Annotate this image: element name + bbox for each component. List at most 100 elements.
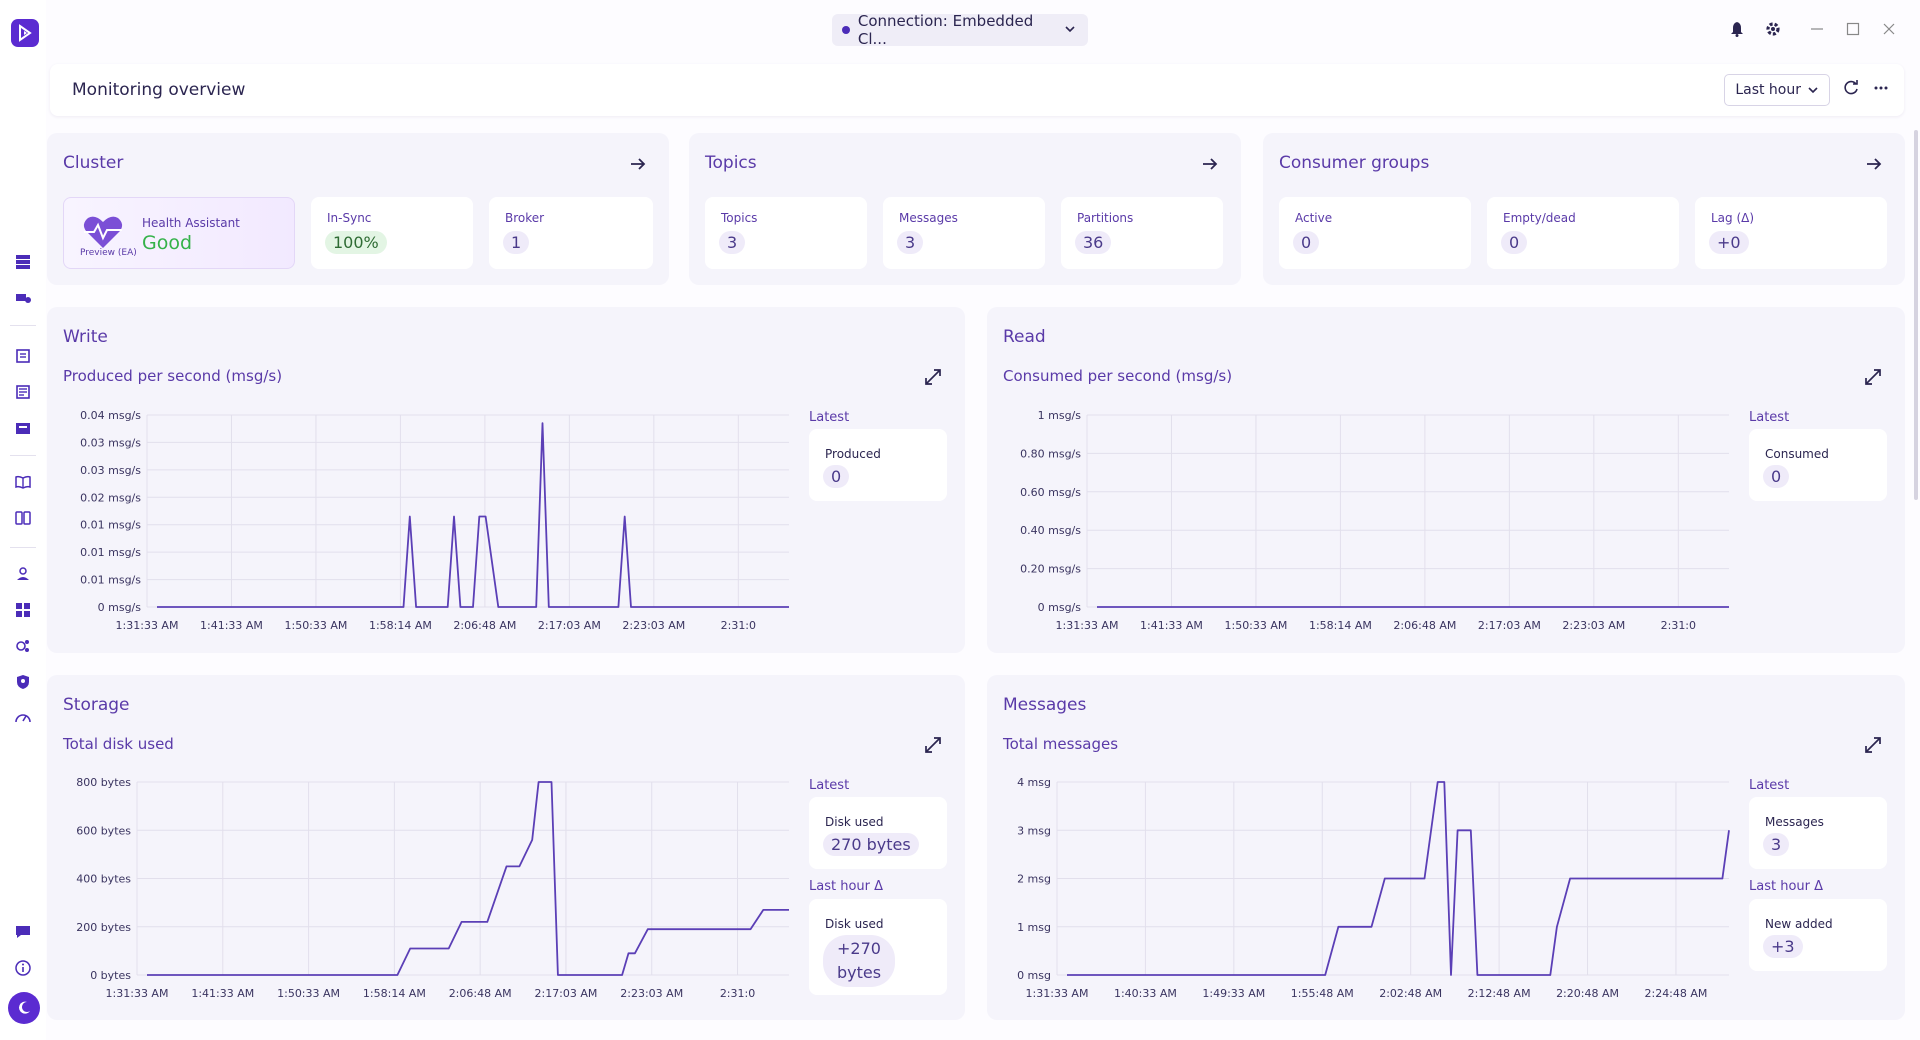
cluster-panel: Cluster Health Assistant Good Preview (E… <box>47 133 669 285</box>
empty-dead-value: 0 <box>1501 231 1528 254</box>
storage-delta-card: Disk used +270 bytes <box>809 899 947 995</box>
expand-icon[interactable] <box>1863 367 1883 387</box>
consumer-groups-title: Consumer groups <box>1279 153 1430 173</box>
nav-consumers-icon[interactable] <box>13 418 33 438</box>
insync-label: In-Sync <box>327 211 372 225</box>
more-options-icon[interactable] <box>1872 79 1890 101</box>
info-icon[interactable] <box>13 958 33 978</box>
connection-selector[interactable]: Connection: Embedded Cl... <box>832 12 1088 48</box>
new-added-value: +3 <box>1763 935 1803 958</box>
empty-dead-card: Empty/dead 0 <box>1487 197 1679 269</box>
gear-icon[interactable] <box>1762 18 1784 40</box>
consumed-label: Consumed <box>1765 447 1829 461</box>
nav-integrations-icon[interactable] <box>13 636 33 656</box>
x-tick-label: 1:55:48 AM <box>1291 987 1354 1000</box>
y-tick-label: 800 bytes <box>76 776 131 789</box>
expand-icon[interactable] <box>923 367 943 387</box>
arrow-right-icon[interactable] <box>1863 153 1885 175</box>
bell-icon[interactable] <box>1726 18 1748 40</box>
health-assistant-card[interactable]: Health Assistant Good Preview (EA) <box>63 197 295 269</box>
active-label: Active <box>1295 211 1333 225</box>
y-tick-label: 200 bytes <box>76 921 131 934</box>
storage-panel: Storage Total disk used 800 bytes 600 byt… <box>47 675 965 1020</box>
active-value: 0 <box>1293 231 1320 254</box>
scrollbar[interactable] <box>1914 130 1918 500</box>
disk-used-label: Disk used <box>825 815 884 829</box>
preview-badge: Preview (EA) <box>80 248 137 258</box>
x-tick-label: 2:06:48 AM <box>1393 619 1456 632</box>
read-latest-label: Latest <box>1749 410 1790 425</box>
page-title: Monitoring overview <box>72 80 246 100</box>
cluster-title: Cluster <box>63 153 124 173</box>
write-latest-label: Latest <box>809 410 850 425</box>
messages-count-label: Messages <box>899 211 958 225</box>
x-tick-label: 1:41:33 AM <box>1140 619 1203 632</box>
messages-delta-label: Last hour Δ <box>1749 879 1824 894</box>
nav-apps-icon[interactable] <box>13 600 33 620</box>
y-tick-label: 0.80 msg/s <box>1020 447 1081 460</box>
x-tick-label: 2:23:03 AM <box>1562 619 1625 632</box>
messages-latest-label: Latest <box>1749 778 1790 793</box>
nav-topics-icon[interactable] <box>13 346 33 366</box>
nav-security-icon[interactable] <box>13 672 33 692</box>
write-subtitle: Produced per second (msg/s) <box>63 367 283 385</box>
nav-connect-icon[interactable] <box>13 288 33 308</box>
x-tick-label: 2:23:03 AM <box>620 987 683 1000</box>
heart-pulse-icon <box>83 216 123 248</box>
empty-dead-label: Empty/dead <box>1503 211 1576 225</box>
y-tick-label: 3 msg <box>1017 824 1051 837</box>
expand-icon[interactable] <box>1863 735 1883 755</box>
read-panel: Read Consumed per second (msg/s) 1 msg/s… <box>987 307 1905 653</box>
minimize-icon[interactable] <box>1806 18 1828 40</box>
nav-cluster-icon[interactable] <box>13 252 33 272</box>
partitions-value: 36 <box>1075 231 1112 254</box>
time-range-select[interactable]: Last hour <box>1724 74 1830 106</box>
broker-value: 1 <box>503 231 530 254</box>
storage-subtitle: Total disk used <box>63 735 174 753</box>
topics-count-label: Topics <box>721 211 758 225</box>
refresh-icon[interactable] <box>1842 79 1860 101</box>
messages-card-label: Messages <box>1765 815 1824 829</box>
nav-messages-icon[interactable] <box>13 382 33 402</box>
x-tick-label: 1:31:33 AM <box>116 619 179 632</box>
nav-schema-icon[interactable] <box>13 508 33 528</box>
x-tick-label: 2:24:48 AM <box>1644 987 1707 1000</box>
connection-label: Connection: Embedded Cl... <box>857 12 1034 48</box>
y-tick-label: 1 msg/s <box>1038 409 1082 422</box>
y-tick-label: 1 msg <box>1017 921 1051 934</box>
disk-used-delta-value: +270 bytes <box>823 935 896 987</box>
nav-users-icon[interactable] <box>13 564 33 584</box>
produced-label: Produced <box>825 447 881 461</box>
nav-monitoring-icon[interactable] <box>13 708 33 728</box>
storage-delta-label: Last hour Δ <box>809 879 884 894</box>
x-tick-label: 2:17:03 AM <box>1478 619 1541 632</box>
maximize-icon[interactable] <box>1842 18 1864 40</box>
app-logo[interactable] <box>11 19 39 47</box>
y-tick-label: 0.03 msg/s <box>80 436 141 449</box>
y-tick-label: 0.03 msg/s <box>80 464 141 477</box>
new-added-label: New added <box>1765 917 1833 931</box>
topics-title: Topics <box>705 153 757 173</box>
x-tick-label: 2:17:03 AM <box>534 987 597 1000</box>
topics-panel: Topics Topics 3 Messages 3 Partitions 36 <box>689 133 1241 285</box>
y-tick-label: 0 bytes <box>90 969 131 982</box>
broker-card: Broker 1 <box>489 197 653 269</box>
write-latest-card: Produced 0 <box>809 429 947 501</box>
messages-count-value: 3 <box>897 231 924 254</box>
x-tick-label: 2:06:48 AM <box>449 987 512 1000</box>
nav-docs-icon[interactable] <box>13 472 33 492</box>
insync-value: 100% <box>325 231 387 254</box>
insync-card: In-Sync 100% <box>311 197 473 269</box>
messages-subtitle: Total messages <box>1003 735 1119 753</box>
arrow-right-icon[interactable] <box>1199 153 1221 175</box>
chevron-down-icon <box>1808 87 1818 94</box>
close-icon[interactable] <box>1878 18 1900 40</box>
time-range-label: Last hour <box>1735 82 1801 98</box>
expand-icon[interactable] <box>923 735 943 755</box>
write-panel: Write Produced per second (msg/s) 0.04 m… <box>47 307 965 653</box>
feedback-icon[interactable] <box>13 922 33 942</box>
x-tick-label: 2:31:0 <box>720 987 755 1000</box>
theme-toggle-icon[interactable] <box>8 992 40 1024</box>
arrow-right-icon[interactable] <box>627 153 649 175</box>
